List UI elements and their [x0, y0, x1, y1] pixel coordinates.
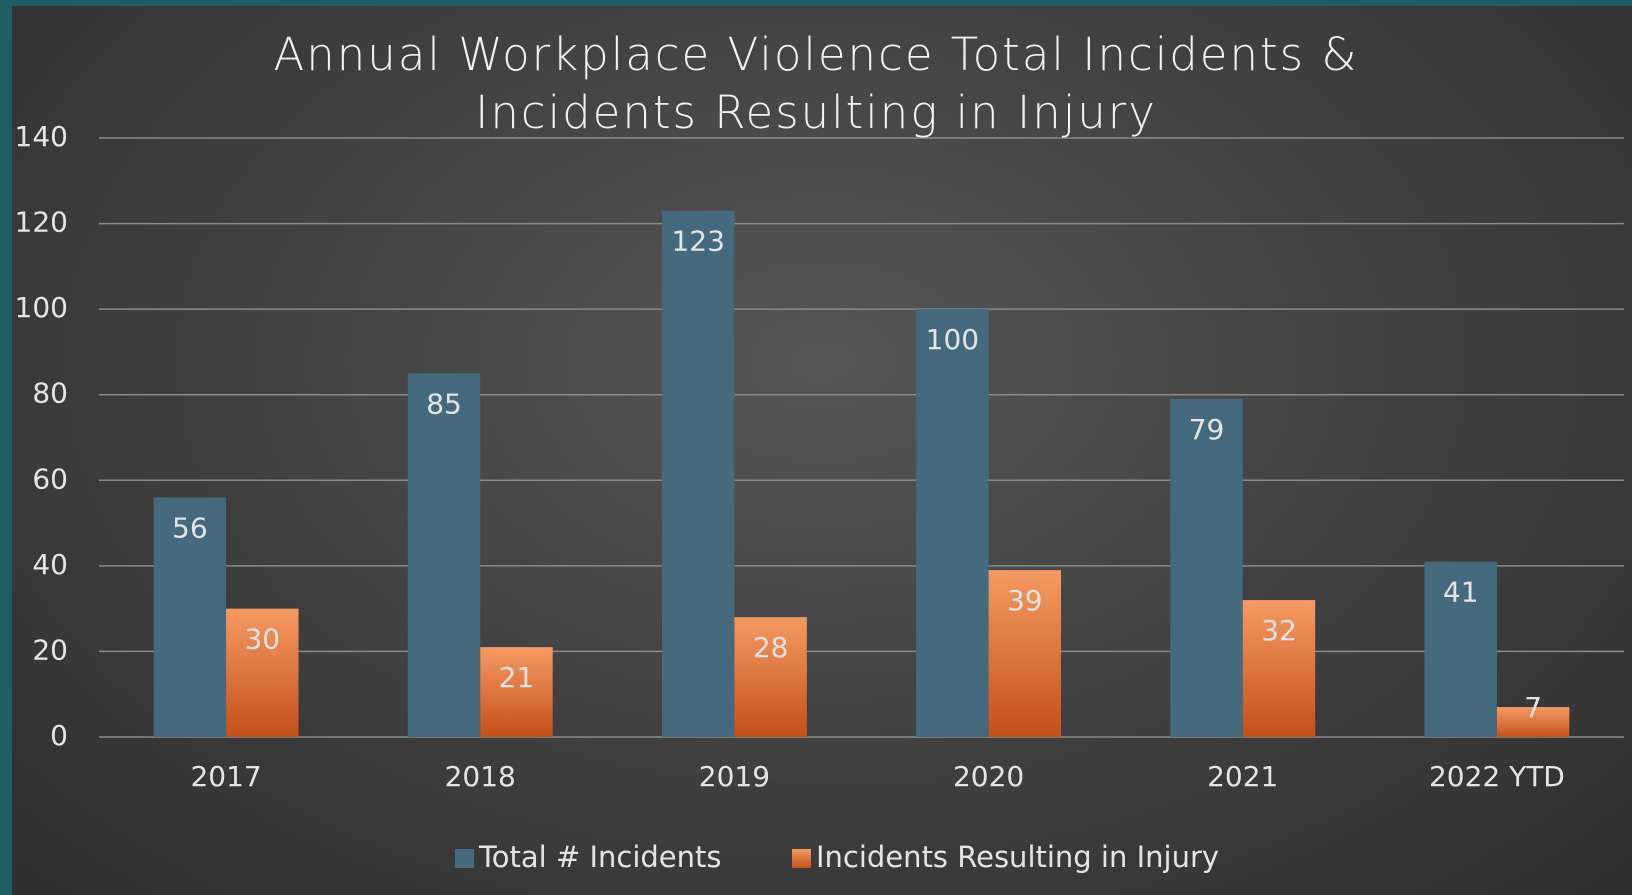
bar — [988, 570, 1062, 737]
y-tick-label: 100 — [15, 291, 68, 324]
x-tick-label: 2022 YTD — [1429, 760, 1565, 793]
bar — [407, 373, 481, 737]
bar — [226, 608, 299, 737]
y-tick-label: 140 — [15, 120, 68, 153]
data-label: 100 — [926, 323, 979, 356]
data-label: 7 — [1524, 691, 1542, 724]
x-tick-label: 2021 — [1207, 760, 1278, 793]
bar — [1496, 707, 1570, 737]
x-tick-label: 2020 — [953, 760, 1024, 793]
data-label: 41 — [1443, 576, 1479, 609]
data-label: 79 — [1189, 413, 1225, 446]
bar — [734, 617, 807, 737]
bar — [480, 647, 553, 737]
legend-label: Incidents Resulting in Injury — [816, 840, 1219, 874]
y-tick-label: 40 — [32, 548, 68, 581]
bar — [153, 497, 227, 737]
x-tick-label: 2017 — [190, 760, 261, 793]
y-tick-label: 20 — [32, 633, 68, 666]
legend-swatch — [792, 849, 811, 868]
chart-title: Annual Workplace Violence Total Incident… — [273, 28, 1359, 139]
data-label: 21 — [499, 661, 535, 694]
data-label: 30 — [244, 623, 280, 656]
x-tick-label: 2019 — [699, 760, 770, 793]
bar — [1424, 561, 1497, 737]
y-tick-label: 120 — [15, 206, 68, 239]
legend-swatch — [455, 849, 474, 868]
bar — [1170, 398, 1243, 737]
x-tick-label: 2018 — [445, 760, 516, 793]
data-label: 123 — [671, 225, 724, 258]
bar — [1242, 600, 1316, 737]
data-label: 56 — [172, 511, 208, 544]
data-label: 85 — [426, 387, 462, 420]
y-tick-label: 0 — [50, 719, 68, 752]
bar — [661, 210, 735, 737]
data-label: 39 — [1007, 584, 1043, 617]
legend-label: Total # Incidents — [478, 840, 722, 874]
y-tick-label: 60 — [32, 462, 68, 495]
bar — [916, 309, 989, 737]
data-label: 32 — [1261, 614, 1297, 647]
chart-background — [12, 6, 1632, 895]
y-tick-label: 80 — [32, 377, 68, 410]
data-label: 28 — [753, 631, 789, 664]
